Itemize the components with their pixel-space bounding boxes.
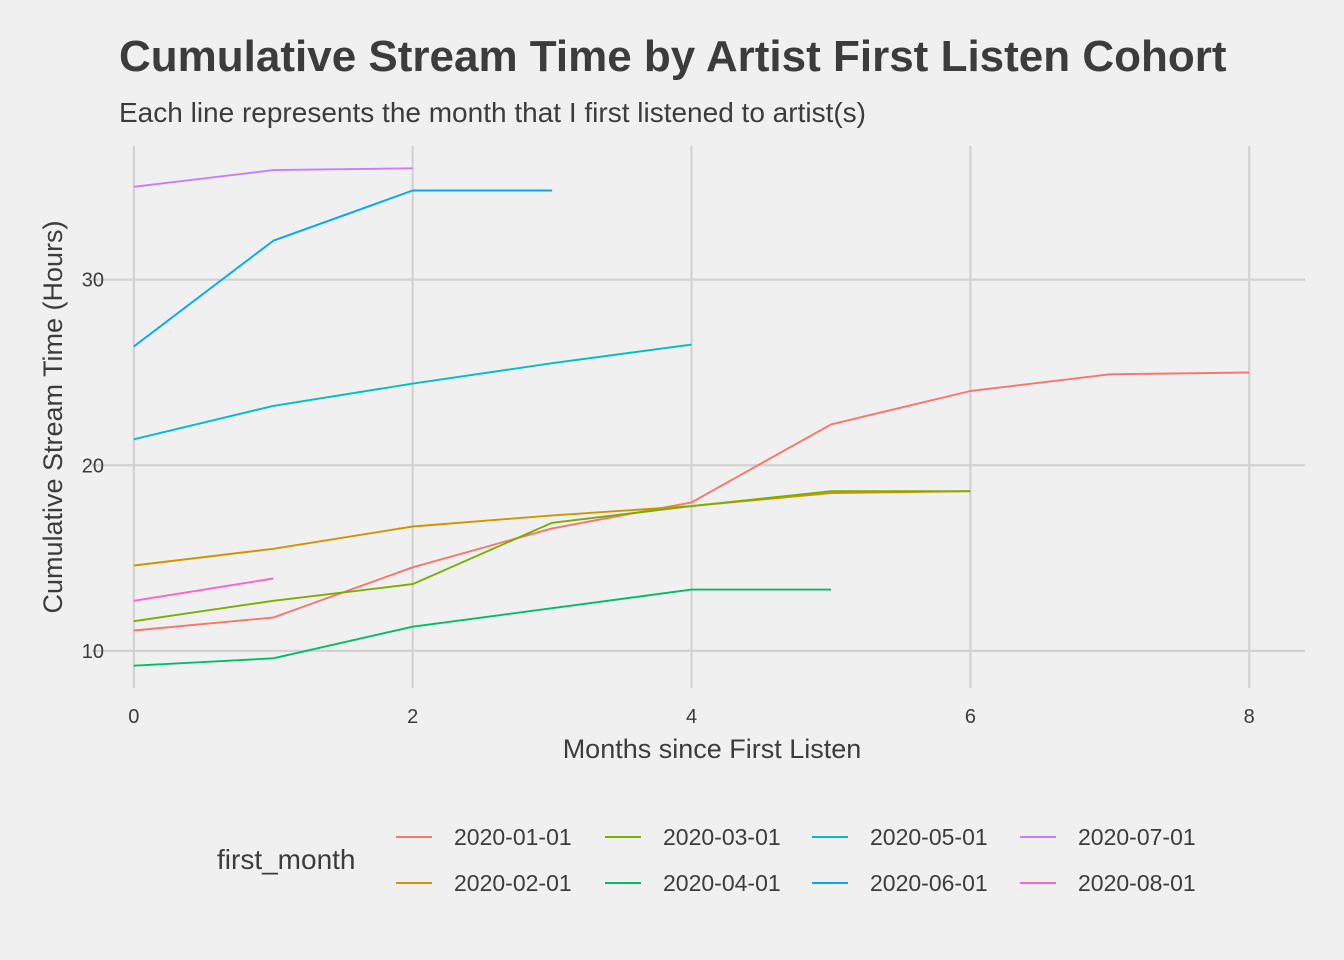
series-line-2020-03-01 [133, 490, 971, 623]
legend-title: first_month [217, 844, 356, 875]
y-tick-label: 10 [82, 641, 104, 663]
y-axis-title: Cumulative Stream Time (Hours) [38, 220, 68, 613]
y-gridlines [92, 278, 1305, 652]
x-gridlines [132, 146, 1251, 688]
chart-subtitle: Each line represents the month that I fi… [119, 97, 867, 128]
x-tick-label: 0 [128, 706, 139, 728]
legend-key [605, 882, 641, 884]
series-line-2020-05-01 [133, 343, 692, 441]
x-tick-label: 8 [1244, 706, 1255, 728]
legend-label: 2020-01-01 [454, 823, 572, 850]
x-tick-label: 6 [965, 706, 976, 728]
y-tick-labels: 10 20 30 [82, 270, 104, 663]
legend-label: 2020-06-01 [870, 869, 988, 896]
legend-label: 2020-04-01 [663, 869, 781, 896]
legend-key [1020, 836, 1056, 838]
legend-key [396, 882, 432, 884]
legend-label: 2020-02-01 [454, 869, 572, 896]
legend-item: 2020-03-01 [605, 822, 781, 852]
series-line-2020-07-01 [133, 167, 413, 188]
series-line-2020-08-01 [133, 577, 274, 602]
x-axis-title: Months since First Listen [563, 734, 862, 764]
legend-label: 2020-05-01 [870, 823, 988, 850]
legend-item: 2020-08-01 [1020, 868, 1196, 898]
legend-key [1020, 882, 1056, 884]
legend-label: 2020-03-01 [663, 823, 781, 850]
legend-key [812, 882, 848, 884]
legend-label: 2020-08-01 [1078, 869, 1196, 896]
series-line-2020-01-01 [133, 371, 1250, 632]
legend-key [812, 836, 848, 838]
legend-label: 2020-07-01 [1078, 823, 1196, 850]
legend-key [605, 836, 641, 838]
legend-item: 2020-02-01 [396, 868, 572, 898]
x-tick-label: 4 [686, 706, 697, 728]
legend-item: 2020-07-01 [1020, 822, 1196, 852]
legend-item: 2020-04-01 [605, 868, 781, 898]
y-tick-label: 20 [82, 455, 104, 477]
series-line-2020-02-01 [133, 490, 971, 567]
x-tick-labels: 0 2 4 6 8 [128, 706, 1255, 728]
series-line-2020-06-01 [133, 189, 553, 348]
legend-item: 2020-01-01 [396, 822, 572, 852]
chart-title: Cumulative Stream Time by Artist First L… [119, 32, 1227, 81]
legend-key [396, 836, 432, 838]
y-tick-label: 30 [82, 270, 104, 292]
series-lines [133, 167, 1250, 667]
legend-item: 2020-06-01 [812, 868, 988, 898]
legend-item: 2020-05-01 [812, 822, 988, 852]
series-line-2020-04-01 [133, 588, 831, 667]
x-tick-label: 2 [407, 706, 418, 728]
